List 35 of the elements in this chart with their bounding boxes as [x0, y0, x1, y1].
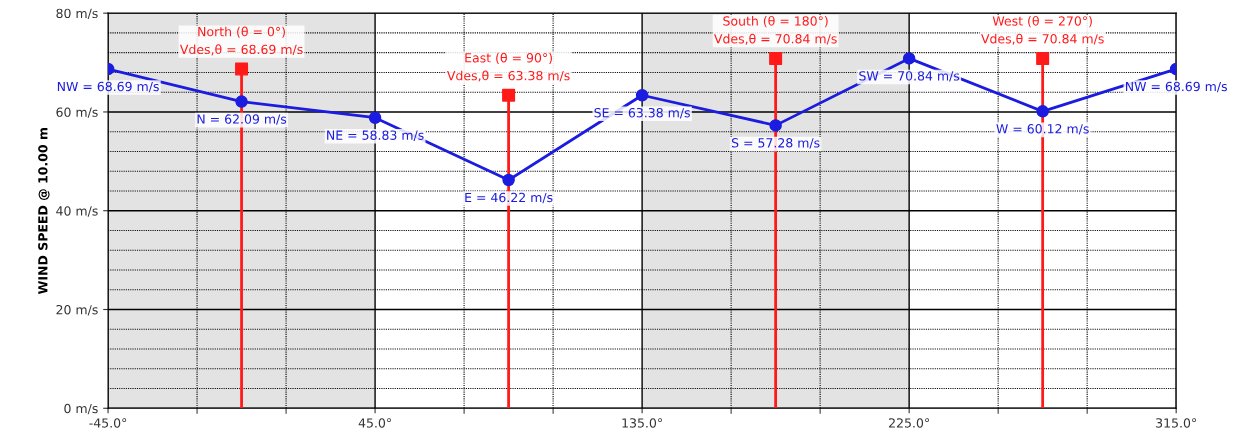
point	[502, 88, 516, 102]
data-label: East (θ = 90°) Vdes,θ = 63.38 m/s	[447, 52, 570, 82]
x-tick-label: 45.0°	[358, 418, 391, 428]
point	[235, 62, 249, 76]
y-tick-label: 80 m/s	[56, 8, 98, 20]
x-tick-label: 225.0°	[889, 418, 929, 428]
x-tick-label: -45.0°	[89, 418, 127, 428]
x-tick-label: 315.0°	[1156, 418, 1196, 428]
y-axis-title: WIND SPEED @ 10.00 m	[38, 128, 50, 295]
point	[1036, 51, 1050, 65]
point	[235, 95, 248, 108]
data-label: SW = 70.84 m/s	[859, 71, 960, 82]
data-label: North (θ = 0°) Vdes,θ = 68.69 m/s	[179, 26, 303, 56]
data-label: S = 57.28 m/s	[731, 138, 820, 149]
data-label: E = 46.22 m/s	[465, 192, 553, 204]
x-tick-label: 135.0°	[622, 418, 662, 428]
data-label: SE = 63.38 m/s	[594, 107, 690, 119]
point	[368, 111, 382, 124]
point	[769, 51, 783, 65]
data-label: South (θ = 180°) Vdes,θ = 70.84 m/s	[714, 15, 837, 45]
point	[502, 173, 515, 187]
point	[902, 52, 916, 65]
data-label: W = 60.12 m/s	[996, 124, 1089, 135]
y-tick-label: 0 m/s	[64, 403, 98, 415]
data-label: NW = 68.69 m/s	[1126, 81, 1227, 93]
y-tick-label: 60 m/s	[56, 107, 98, 118]
data-label: West (θ = 270°) Vdes,θ = 70.84 m/s	[981, 15, 1104, 45]
data-label: NW = 68.69 m/s	[57, 81, 159, 93]
data-label: NE = 58.83 m/s	[327, 130, 424, 141]
point	[1036, 105, 1049, 118]
data-label: N = 62.09 m/s	[197, 114, 287, 125]
y-tick-label: 40 m/s	[56, 206, 98, 217]
point	[769, 119, 782, 132]
y-tick-label: 20 m/s	[56, 304, 98, 316]
point	[635, 89, 649, 102]
